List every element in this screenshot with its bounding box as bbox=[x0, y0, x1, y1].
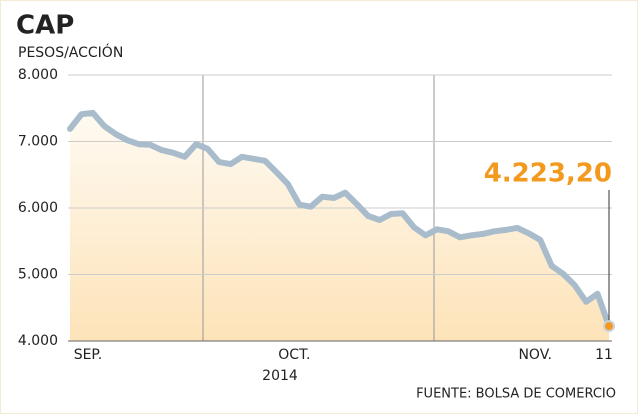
y-tick-label: 8.000 bbox=[18, 67, 58, 83]
area bbox=[70, 112, 609, 342]
chart-subtitle: PESOS/ACCIÓN bbox=[18, 43, 123, 61]
y-tick-label: 6.000 bbox=[18, 200, 58, 216]
x-tick-label: 11 bbox=[595, 347, 613, 363]
x-tick-label: NOV. bbox=[518, 347, 551, 363]
y-tick-label: 7.000 bbox=[18, 134, 58, 150]
y-tick-label: 5.000 bbox=[18, 267, 58, 283]
source: FUENTE: BOLSA DE COMERCIO bbox=[416, 387, 616, 402]
value-label: 4.223,20 bbox=[484, 159, 612, 189]
line bbox=[67, 109, 612, 330]
end-point bbox=[603, 320, 615, 333]
y-tick-label: 4.000 bbox=[18, 333, 58, 349]
x-tick-label: SEP. bbox=[74, 347, 102, 363]
x-tick-label: OCT. bbox=[278, 347, 310, 363]
chart-title: CAP bbox=[16, 11, 74, 41]
x-sublabel: 2014 bbox=[262, 368, 298, 384]
